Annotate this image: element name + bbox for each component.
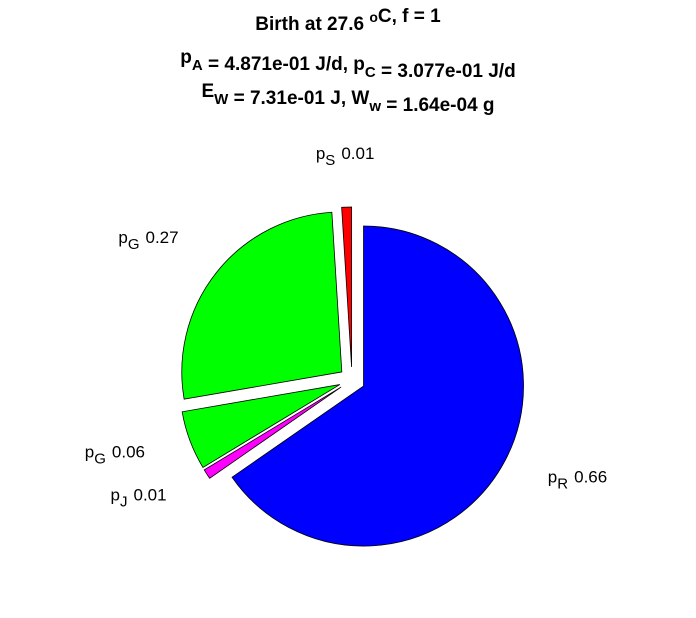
- label-subscript: R: [557, 475, 568, 492]
- label-value: 0.66: [574, 467, 607, 486]
- label-subscript: S: [325, 152, 335, 169]
- label-subscript: G: [94, 450, 106, 467]
- label-base: p: [316, 144, 325, 163]
- chart-title: pA = 4.871e-01 J/d, pC = 3.077e-01 J/d: [180, 47, 515, 82]
- slice-label: pJ 0.01: [111, 485, 167, 510]
- title-text: = 4.871e-01 J/d, p: [203, 54, 365, 75]
- title-text: = 1.64e-04 g: [381, 95, 495, 116]
- label-base: p: [548, 467, 557, 486]
- slice-label: pG 0.27: [118, 228, 178, 253]
- title-text: = 7.31e-01 J, W: [228, 88, 369, 109]
- pie-slice: [203, 386, 342, 479]
- label-value: 0.06: [112, 442, 145, 461]
- pie-slice: [181, 211, 343, 400]
- title-subscript: C: [365, 64, 376, 81]
- title-superscript: o: [369, 9, 378, 25]
- title-text: = 3.077e-01 J/d: [376, 61, 516, 82]
- chart-title: Birth at 27.6 oC, f = 1: [255, 6, 441, 35]
- label-base: p: [118, 228, 127, 247]
- title-text: E: [201, 81, 214, 102]
- label-base: p: [85, 442, 94, 461]
- label-value: 0.01: [133, 485, 166, 504]
- title-text: p: [180, 47, 192, 68]
- title-text: C, f = 1: [378, 6, 441, 27]
- chart-title: EW = 7.31e-01 J, Ww = 1.64e-04 g: [201, 81, 494, 116]
- slice-label: pS 0.01: [316, 144, 375, 169]
- pie-slice: [181, 384, 341, 468]
- label-subscript: J: [120, 493, 128, 510]
- title-subscript: w: [368, 98, 381, 115]
- pie-slice: [341, 206, 352, 368]
- label-value: 0.27: [146, 228, 179, 247]
- title-subscript: W: [214, 91, 229, 108]
- pie-slice: [231, 225, 524, 547]
- title-subscript: A: [192, 57, 203, 74]
- title-text: Birth at 27.6: [255, 14, 369, 35]
- slice-label: pG 0.06: [85, 442, 145, 467]
- label-base: p: [111, 485, 120, 504]
- label-subscript: G: [128, 236, 140, 253]
- label-value: 0.01: [341, 144, 374, 163]
- slice-label: pR 0.66: [548, 467, 607, 492]
